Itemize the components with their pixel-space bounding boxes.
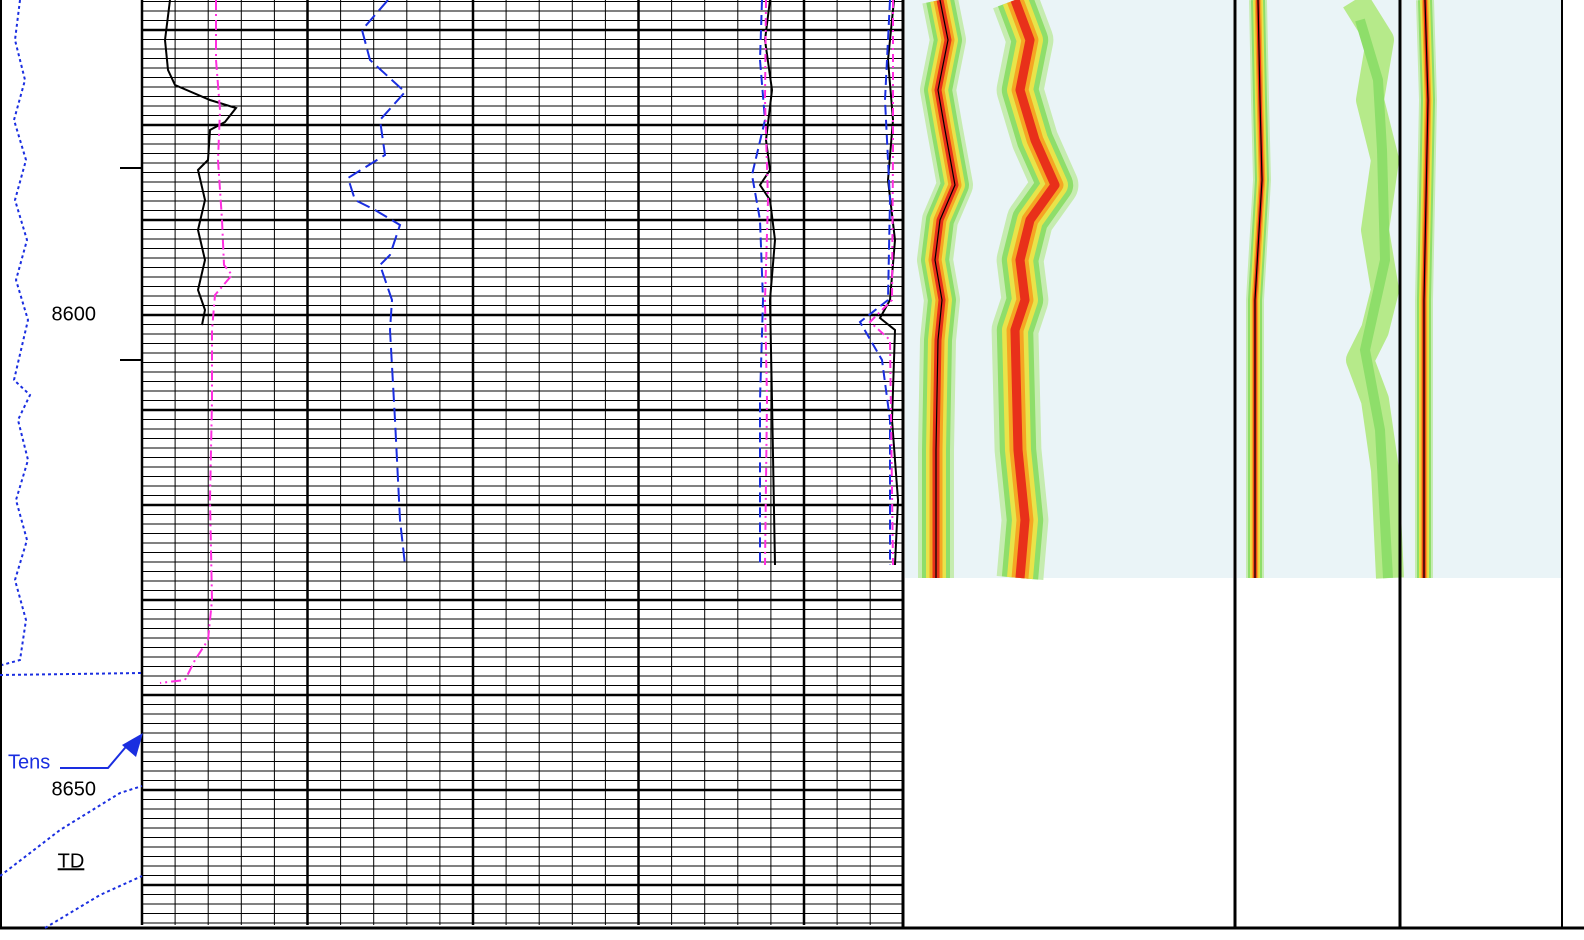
- curve: [750, 0, 767, 565]
- tension-curve: [0, 785, 143, 877]
- curve: [858, 0, 892, 565]
- image-band: [1010, 0, 1060, 579]
- curve: [878, 0, 900, 566]
- depth-label: 8650: [52, 778, 97, 800]
- curve: [346, 0, 407, 566]
- curve: [758, 0, 777, 566]
- curve: [159, 0, 234, 684]
- image-band-core: [1423, 0, 1429, 578]
- tension-label: Tens: [8, 751, 50, 773]
- image-band: [1355, 18, 1393, 579]
- curve: [763, 0, 770, 566]
- image-bands: [917, 0, 1437, 581]
- tension-curve: [0, 672, 143, 676]
- tension-arrowhead: [122, 733, 143, 757]
- tension-curve: [1, 0, 32, 666]
- image-band-core: [934, 0, 956, 578]
- log-grid: [140, 0, 903, 925]
- tension-curve: [44, 875, 143, 929]
- image-track-background: [905, 0, 1233, 578]
- depth-label: 8600: [52, 303, 97, 325]
- curve: [163, 0, 238, 326]
- curves: [0, 0, 900, 929]
- tension-arrow: [60, 741, 131, 769]
- image-band-core: [1254, 0, 1263, 578]
- td-label: TD: [58, 850, 85, 872]
